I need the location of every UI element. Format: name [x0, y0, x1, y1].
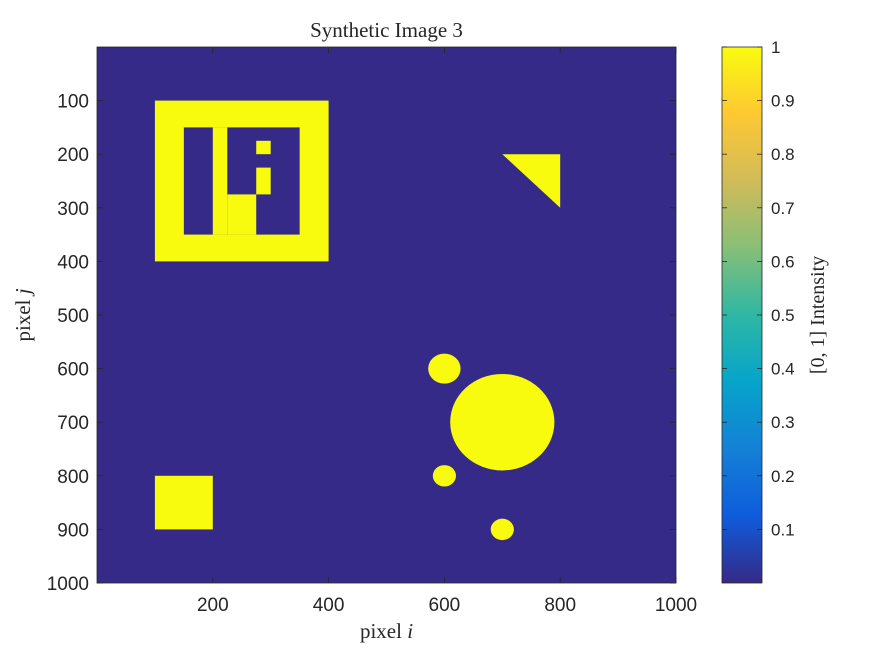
x-tick-label: 800 — [544, 595, 576, 616]
y-tick-label: 500 — [57, 306, 89, 327]
x-tick-label: 600 — [429, 595, 461, 616]
x-axis-label-variable: i — [407, 619, 413, 643]
colorbar-tick-label: 0.7 — [771, 199, 795, 218]
colorbar-tick-label: 0.8 — [771, 145, 795, 164]
y-tick-label: 200 — [57, 145, 89, 166]
y-axis-label-text: pixel — [11, 294, 35, 341]
y-tick-label: 100 — [57, 92, 89, 113]
image-shape-rect — [154, 475, 213, 530]
image-plot-area — [96, 46, 677, 584]
y-tick-label: 700 — [57, 413, 89, 434]
colorbar-tick-label: 0.1 — [771, 520, 795, 539]
x-axis-ticks: 200 400 600 800 1000 — [197, 47, 697, 616]
image-shape-rect — [256, 140, 271, 155]
colorbar-tick-label: 0.9 — [771, 92, 795, 111]
y-tick-label: 1000 — [47, 574, 89, 595]
image-shapes — [154, 100, 561, 541]
y-tick-label: 800 — [57, 467, 89, 488]
image-shape-circle — [428, 353, 461, 384]
chart-title: Synthetic Image 3 — [310, 18, 463, 42]
colorbar-gradient — [722, 47, 762, 583]
colorbar: 0.1 0.2 0.3 0.4 0.5 0.6 0.7 0.8 0.9 1 [0, 1] Inte… — [721, 38, 829, 584]
image-shape-circle — [450, 373, 555, 471]
x-tick-label: 1000 — [655, 595, 697, 616]
y-tick-label: 600 — [57, 360, 89, 381]
image-shape-circle — [432, 465, 456, 487]
colorbar-tick-label: 0.2 — [771, 467, 795, 486]
colorbar-tick-label: 1 — [771, 38, 780, 57]
y-tick-label: 400 — [57, 252, 89, 273]
image-shape-circle — [490, 518, 514, 541]
y-axis-ticks: 100 200 300 400 500 600 700 800 900 1000 — [47, 92, 676, 595]
x-tick-label: 200 — [197, 595, 229, 616]
colorbar-label: [0, 1] Intensity — [807, 256, 829, 374]
x-tick-label: 400 — [313, 595, 345, 616]
colorbar-tick-label: 0.3 — [771, 413, 795, 432]
colorbar-ticks: 0.1 0.2 0.3 0.4 0.5 0.6 0.7 0.8 0.9 1 — [722, 38, 795, 539]
y-axis-label: pixel j — [11, 288, 35, 341]
colorbar-tick-label: 0.6 — [771, 252, 795, 271]
colorbar-tick-label: 0.5 — [771, 306, 795, 325]
y-axis-label-variable: j — [11, 288, 35, 297]
image-shape-triangle — [502, 154, 561, 208]
y-tick-label: 300 — [57, 199, 89, 220]
x-axis-label-text: pixel — [360, 619, 407, 643]
x-axis-label: pixel i — [360, 619, 413, 643]
colorbar-tick-label: 0.4 — [771, 360, 795, 379]
image-shape-rect — [256, 167, 271, 195]
y-tick-label: 900 — [57, 520, 89, 541]
image-shape-rect — [212, 127, 228, 235]
image-shape-rect — [227, 194, 257, 235]
